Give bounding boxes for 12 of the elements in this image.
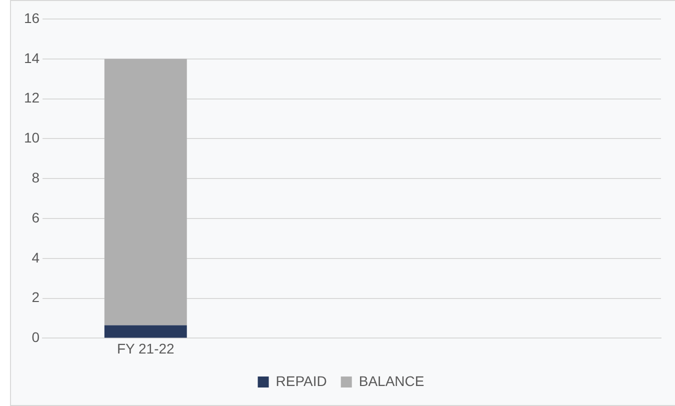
y-tick-label: 14 [24, 50, 40, 66]
legend-label: BALANCE [358, 372, 424, 389]
legend-label: REPAID [276, 372, 327, 389]
y-tick-label: 16 [24, 10, 40, 26]
y-tick-label: 0 [32, 329, 40, 346]
y-tick-label: 12 [24, 90, 40, 106]
y-tick-label: 8 [32, 169, 40, 186]
y-tick-label: 6 [32, 209, 40, 226]
x-tick-label: FY 21-22 [116, 340, 175, 356]
y-tick-label: 4 [32, 249, 40, 266]
y-tick-label: 2 [32, 289, 40, 306]
y-tick-label: 10 [24, 130, 40, 146]
